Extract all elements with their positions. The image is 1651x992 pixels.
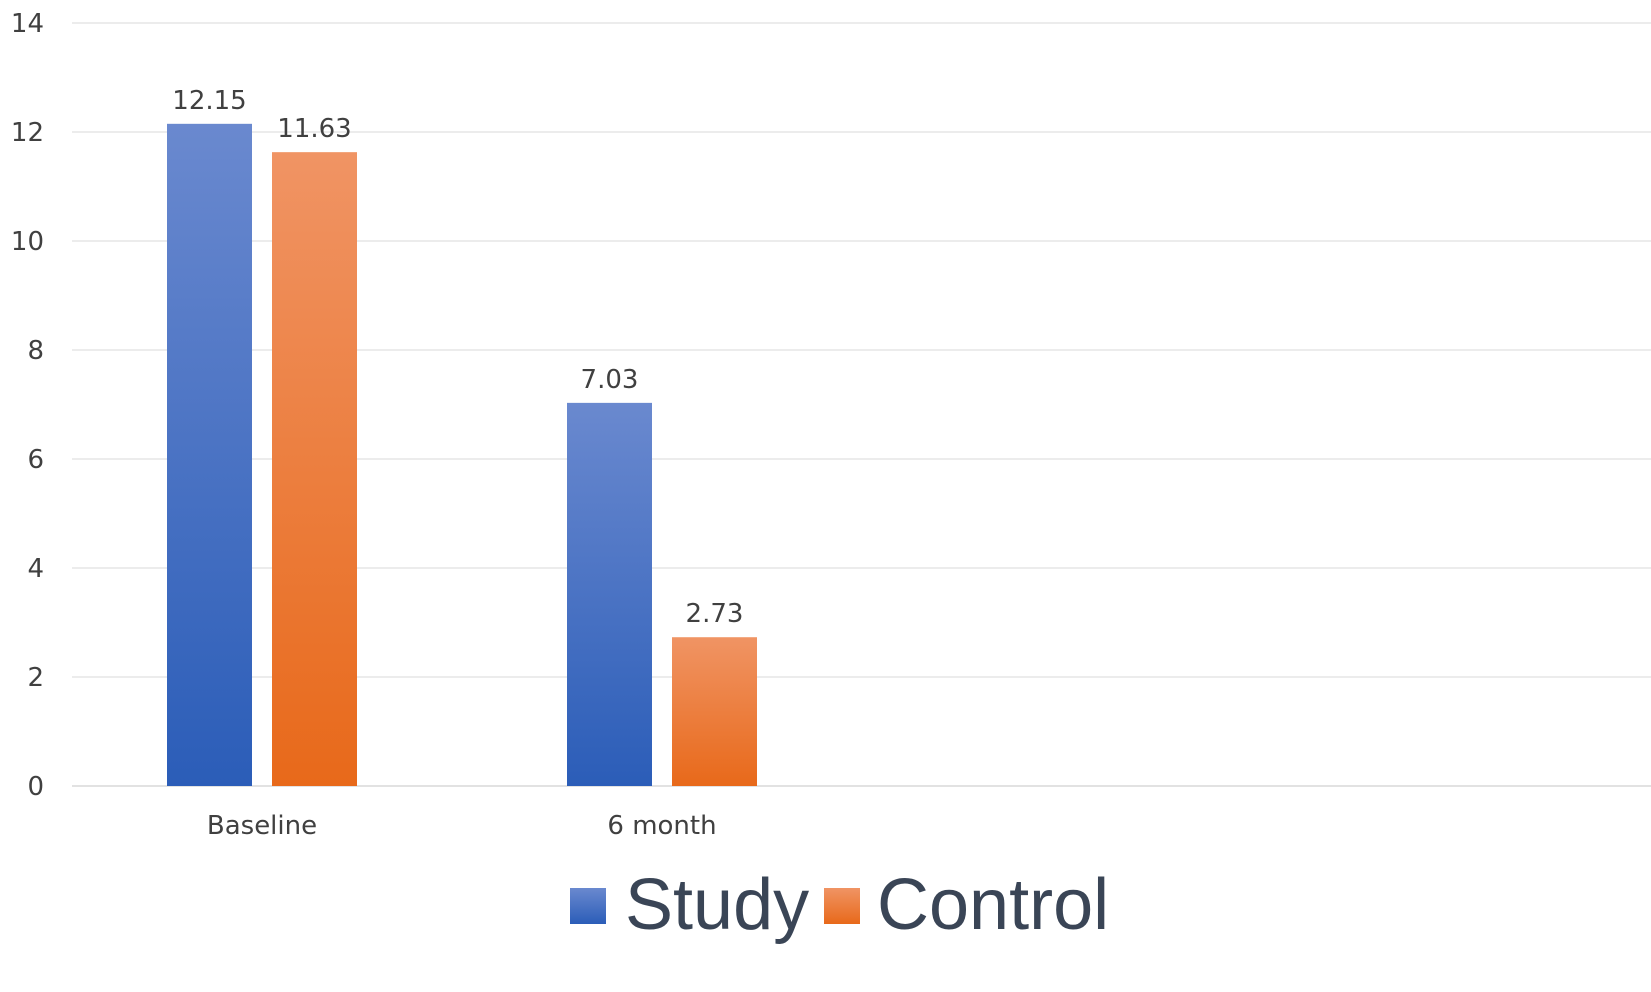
bar-study-1 xyxy=(567,402,652,786)
legend-swatch-study xyxy=(570,888,606,924)
bars-layer xyxy=(167,123,757,787)
data-label: 11.63 xyxy=(277,114,351,144)
y-tick-label: 6 xyxy=(27,445,44,475)
y-tick-label: 8 xyxy=(27,336,44,366)
x-category-label: 6 month xyxy=(607,811,716,841)
bar-control-1 xyxy=(672,637,757,786)
y-tick-label: 2 xyxy=(27,663,44,693)
data-label: 7.03 xyxy=(581,365,639,395)
bar-study-0 xyxy=(167,123,252,786)
legend-label-control: Control xyxy=(877,865,1109,945)
x-category-label: Baseline xyxy=(207,811,317,841)
legend: Study Control xyxy=(570,865,1109,945)
data-label: 2.73 xyxy=(686,599,744,629)
x-axis: Baseline 6 month xyxy=(207,811,717,841)
legend-label-study: Study xyxy=(625,865,809,945)
legend-swatch-control xyxy=(824,888,860,924)
data-label: 12.15 xyxy=(172,86,246,116)
bar-control-0 xyxy=(272,152,357,787)
y-tick-label: 14 xyxy=(11,9,44,39)
data-labels-layer: 12.15 11.63 7.03 2.73 xyxy=(172,86,743,629)
y-tick-label: 0 xyxy=(27,772,44,802)
y-tick-label: 4 xyxy=(27,554,44,584)
y-axis: 0 2 4 6 8 10 12 14 xyxy=(11,9,44,802)
y-tick-label: 10 xyxy=(11,227,44,257)
y-tick-label: 12 xyxy=(11,118,44,148)
